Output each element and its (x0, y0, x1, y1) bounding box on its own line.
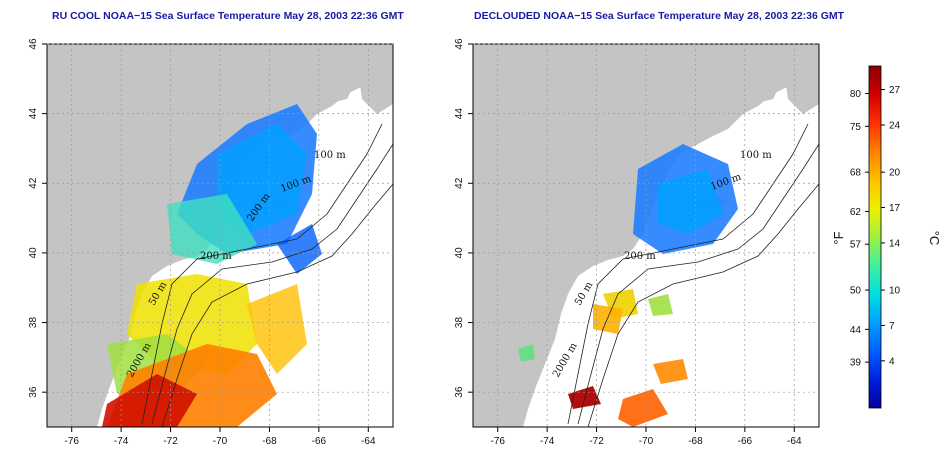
left-x-tick-label: -68 (262, 436, 277, 447)
left-x-tick-label: -72 (163, 436, 178, 447)
left-x-tick-label: -74 (114, 436, 129, 447)
right-x-tick-label: -64 (787, 436, 802, 447)
left-x-tick-label: -70 (213, 436, 228, 447)
left-x-axis: -76 -74 -72 -70 -68 -66 -64 (64, 427, 376, 447)
right-sst-field (518, 144, 738, 427)
right-y-tick-label: 36 (454, 386, 465, 398)
celsius-tick-label: 7 (889, 321, 895, 332)
left-contour-label-100m-a: 100 m (314, 150, 346, 161)
left-y-tick-label: 36 (28, 386, 39, 398)
right-x-tick-label: -66 (738, 436, 753, 447)
fahrenheit-tick-label: 50 (850, 286, 862, 297)
fahrenheit-tick-label: 75 (850, 122, 862, 133)
fahrenheit-tick-label: 57 (850, 240, 862, 251)
right-y-tick-label: 44 (454, 108, 465, 120)
right-y-axis: 36 38 40 42 44 46 (454, 38, 473, 398)
fahrenheit-tick-label: 62 (850, 207, 862, 218)
left-y-axis: 36 38 40 42 44 46 (28, 38, 47, 398)
left-bathymetry-contours (141, 123, 393, 427)
right-map-title: DECLOUDED NOAA−15 Sea Surface Temperatur… (474, 10, 845, 22)
celsius-tick-label: 14 (889, 238, 901, 249)
left-map-title: RU COOL NOAA−15 Sea Surface Temperature … (52, 10, 404, 22)
right-x-tick-label: -68 (688, 436, 703, 447)
left-y-tick-label: 42 (28, 177, 39, 189)
colorbar: 80 75 68 62 57 50 44 39 27 24 20 17 14 10 7 4 °F °C (831, 65, 942, 409)
right-y-tick-label: 40 (454, 247, 465, 259)
celsius-tick-label: 17 (889, 203, 901, 214)
right-y-tick-label: 42 (454, 177, 465, 189)
fahrenheit-tick-label: 39 (850, 358, 862, 369)
celsius-tick-label: 10 (889, 286, 901, 297)
left-y-tick-label: 40 (28, 247, 39, 259)
celsius-tick-label: 24 (889, 120, 901, 131)
right-x-tick-label: -76 (490, 436, 505, 447)
left-y-tick-label: 44 (28, 108, 39, 120)
right-bathymetry-contours (567, 123, 819, 427)
colorbar-celsius-ticks: 27 24 20 17 14 10 7 4 (881, 85, 901, 367)
right-x-tick-label: -70 (639, 436, 654, 447)
fahrenheit-tick-label: 44 (850, 325, 862, 336)
right-y-tick-label: 46 (454, 38, 465, 50)
right-y-tick-label: 38 (454, 317, 465, 329)
right-x-axis: -76 -74 -72 -70 -68 -66 -64 (490, 427, 802, 447)
right-graticule (473, 43, 819, 427)
left-map-panel: -76 -74 -72 -70 -68 -66 -64 36 38 40 42 44 46 100 m… (28, 38, 394, 447)
celsius-tick-label: 4 (889, 356, 895, 367)
fahrenheit-unit-label: °F (831, 231, 846, 244)
right-contour-label-200m: 200 m (624, 251, 656, 262)
right-x-tick-label: -74 (540, 436, 555, 447)
right-map-panel: -76 -74 -72 -70 -68 -66 -64 36 38 40 42 44 46 100 m… (454, 38, 820, 447)
left-x-tick-label: -64 (361, 436, 376, 447)
colorbar-scale (868, 65, 882, 409)
colorbar-fahrenheit-ticks: 80 75 68 62 57 50 44 39 (850, 89, 869, 369)
fahrenheit-tick-label: 80 (850, 89, 862, 100)
celsius-tick-label: 20 (889, 168, 901, 179)
right-x-tick-label: -72 (589, 436, 604, 447)
celsius-unit-label: °C (927, 231, 942, 246)
left-y-tick-label: 46 (28, 38, 39, 50)
left-graticule (47, 43, 393, 427)
left-x-tick-label: -76 (64, 436, 79, 447)
left-contour-label-200m-a: 200 m (200, 251, 232, 262)
right-contour-label-100m-a: 100 m (740, 150, 772, 161)
fahrenheit-tick-label: 68 (850, 168, 862, 179)
left-sst-field (102, 104, 322, 427)
left-x-tick-label: -66 (312, 436, 327, 447)
celsius-tick-label: 27 (889, 85, 901, 96)
left-y-tick-label: 38 (28, 317, 39, 329)
